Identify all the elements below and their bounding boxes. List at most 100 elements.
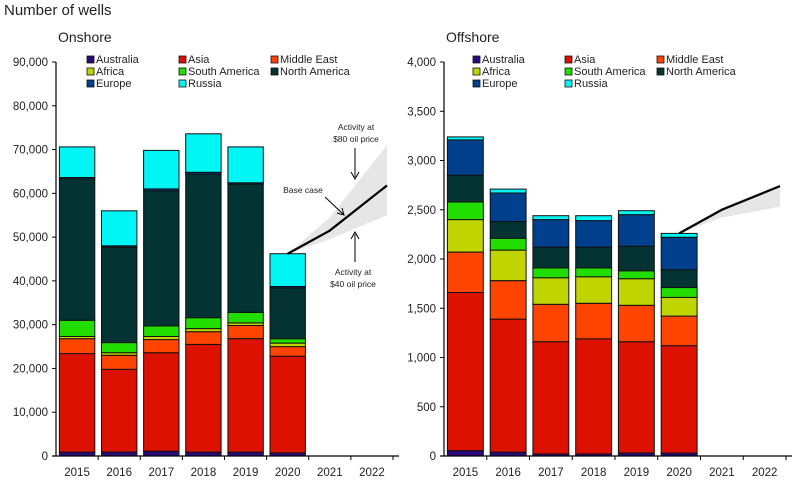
onshore-y-tick-label: 50,000 <box>13 232 48 244</box>
onshore-legend-swatch-australia <box>86 55 95 64</box>
onshore-y-tick-label: 40,000 <box>13 276 48 288</box>
onshore-legend-label: Europe <box>96 78 131 90</box>
onshore-bar-2019-asia <box>227 338 264 453</box>
onshore-bar-2020-middle-east <box>269 346 306 357</box>
offshore-legend-label: Asia <box>574 54 596 66</box>
offshore-bar-2017-russia <box>532 215 570 221</box>
offshore-y-tick-label: 4,000 <box>407 57 436 69</box>
onshore-base-case-line <box>287 184 388 255</box>
offshore-bar-2020-russia <box>660 232 698 238</box>
onshore-legend-swatch-north-america <box>270 67 279 76</box>
offshore-base-case-line <box>678 185 781 235</box>
offshore-bar-2017-europe <box>532 219 570 248</box>
offshore-bar-2017-south-america <box>532 267 570 279</box>
onshore-x-tick-label: 2020 <box>275 467 301 479</box>
onshore-bar-2017-asia <box>143 352 180 452</box>
offshore-y-tick-label: 1,000 <box>407 353 436 365</box>
onshore-bar-2016-asia <box>101 368 138 453</box>
onshore-bar-2020-asia <box>269 355 306 454</box>
onshore-bar-2017-middle-east <box>143 339 180 354</box>
onshore-x-tick-label: 2018 <box>191 467 217 479</box>
offshore-bar-2019-africa <box>617 278 655 306</box>
offshore-bar-2020-south-america <box>660 287 698 298</box>
offshore-bar-2017-middle-east <box>532 303 570 343</box>
offshore-legend-label: Middle East <box>666 54 723 66</box>
offshore-bar-2015-africa <box>446 219 484 253</box>
offshore-legend-label: South America <box>574 66 646 78</box>
offshore-bar-2017-asia <box>532 341 570 455</box>
annotation-base-case: Base case <box>283 185 323 195</box>
offshore-bar-2015-south-america <box>446 201 484 221</box>
offshore-bar-2019-europe <box>617 214 655 247</box>
offshore-bar-2017-north-america <box>532 246 570 269</box>
onshore-bar-2017-south-america <box>143 325 180 337</box>
onshore-bar-2020-north-america <box>269 287 306 340</box>
onshore-bar-2016-middle-east <box>101 354 138 370</box>
onshore-bar-2016-russia <box>101 210 138 247</box>
offshore-bar-2016-south-america <box>489 237 527 251</box>
offshore-bar-2016-middle-east <box>489 280 527 320</box>
onshore-legend-label: North America <box>280 66 351 78</box>
onshore-legend-swatch-south-america <box>178 67 187 76</box>
onshore-bar-2020-russia <box>269 253 306 287</box>
offshore-legend-label: Africa <box>482 66 511 78</box>
offshore-legend-swatch-north-america <box>656 67 665 76</box>
onshore-y-tick-label: 60,000 <box>13 188 48 200</box>
offshore-bar-2015-russia <box>446 136 484 141</box>
onshore-bar-2016-south-america <box>101 342 138 354</box>
offshore-bar-2018-europe <box>575 220 613 248</box>
onshore-bar-2015-middle-east <box>58 338 96 355</box>
offshore-x-tick-label: 2016 <box>495 467 521 479</box>
onshore-bar-2015-asia <box>58 353 96 453</box>
onshore-legend-swatch-asia <box>178 55 187 64</box>
onshore-bar-2015-russia <box>58 146 96 178</box>
onshore-bar-2017-russia <box>143 149 180 190</box>
offshore-legend-label: Russia <box>574 78 609 90</box>
onshore-bar-2018-middle-east <box>185 331 222 345</box>
offshore-x-tick-label: 2018 <box>581 467 607 479</box>
figure-title: Number of wells <box>4 2 112 19</box>
offshore-bar-2020-middle-east <box>660 315 698 347</box>
annotation-low-line1: Activity at <box>335 267 372 277</box>
offshore-bar-2020-asia <box>660 345 698 454</box>
offshore-bar-2016-europe <box>489 192 527 223</box>
offshore-legend-swatch-russia <box>564 79 573 88</box>
offshore-bar-2018-russia <box>575 215 613 222</box>
offshore-bar-2016-north-america <box>489 221 527 239</box>
offshore-x-tick-label: 2017 <box>538 467 564 479</box>
onshore-bar-2015-south-america <box>58 319 96 337</box>
offshore-bar-2016-asia <box>489 318 527 453</box>
offshore-legend-swatch-australia <box>472 55 481 64</box>
onshore-bar-2020-africa <box>269 342 306 348</box>
offshore-bar-2019-south-america <box>617 270 655 280</box>
offshore-y-tick-label: 1,500 <box>407 303 436 315</box>
offshore-legend-swatch-africa <box>472 67 481 76</box>
offshore-bar-2015-asia <box>446 292 484 452</box>
annotation-low-arrowhead <box>350 230 360 240</box>
offshore-bar-2018-north-america <box>575 246 613 269</box>
onshore-legend-label: South America <box>188 66 260 78</box>
onshore-bar-2018-russia <box>185 133 222 173</box>
offshore-x-tick-label: 2022 <box>752 467 778 479</box>
onshore-x-tick-label: 2017 <box>149 467 175 479</box>
offshore-bar-2019-russia <box>617 210 655 216</box>
offshore-legend-swatch-south-america <box>564 67 573 76</box>
onshore-bar-2018-south-america <box>185 317 222 330</box>
onshore-legend-swatch-middle-east <box>270 55 279 64</box>
offshore-legend-swatch-asia <box>564 55 573 64</box>
annotation-low-line2: $40 oil price <box>330 279 376 289</box>
annotation-high-arrowhead <box>350 171 360 181</box>
offshore-bar-2018-asia <box>575 338 613 455</box>
offshore-legend-label: North America <box>666 66 737 78</box>
onshore-y-tick-label: 20,000 <box>13 363 48 375</box>
offshore-bar-2015-australia <box>446 450 484 457</box>
offshore-legend-label: Europe <box>482 78 517 90</box>
offshore-x-tick-label: 2019 <box>624 467 650 479</box>
onshore-bar-2017-north-america <box>143 190 180 327</box>
onshore-legend-label: Australia <box>96 54 140 66</box>
onshore-bar-2019-russia <box>227 146 264 184</box>
offshore-bar-2019-middle-east <box>617 304 655 343</box>
onshore-bar-2019-south-america <box>227 311 264 324</box>
offshore-x-tick-label: 2020 <box>666 467 692 479</box>
